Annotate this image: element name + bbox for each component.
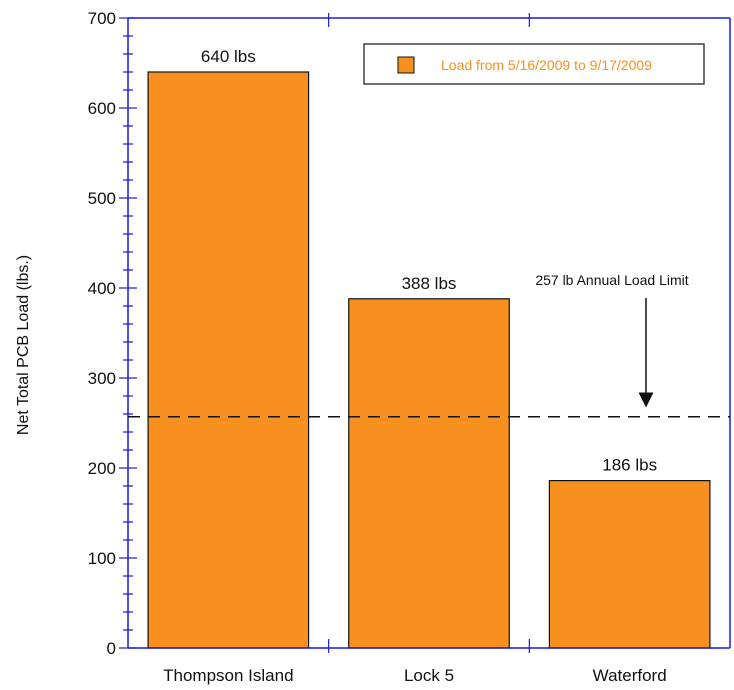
annual-load-limit-label: 257 lb Annual Load Limit bbox=[535, 272, 688, 288]
bar-data-label: 388 lbs bbox=[402, 274, 457, 293]
bars-layer: 640 lbs Thompson Island 388 lbs Lock 5 186 l… bbox=[147, 47, 711, 685]
axes-layer: 0 100 200 300 400 500 600 700 bbox=[88, 9, 731, 658]
bar-waterford bbox=[548, 480, 711, 649]
y-tick-label: 0 bbox=[107, 639, 116, 658]
y-tick-label: 200 bbox=[88, 459, 116, 478]
y-tick-label: 600 bbox=[88, 99, 116, 118]
y-tick-label: 400 bbox=[88, 279, 116, 298]
y-tick-label: 300 bbox=[88, 369, 116, 388]
y-tick-label: 700 bbox=[88, 9, 116, 28]
bar-thompson-island bbox=[147, 71, 310, 649]
x-category-label: Thompson Island bbox=[163, 666, 293, 685]
legend-box bbox=[363, 43, 705, 85]
x-category-label: Waterford bbox=[593, 666, 667, 685]
legend: Load from 5/16/2009 to 9/17/2009 bbox=[363, 43, 705, 85]
bar-data-label: 640 lbs bbox=[201, 47, 256, 66]
bar-data-label: 186 lbs bbox=[602, 456, 657, 475]
reference-line-layer: 257 lb Annual Load Limit bbox=[128, 272, 730, 418]
legend-swatch bbox=[397, 56, 415, 74]
y-tick-label: 100 bbox=[88, 549, 116, 568]
x-category-label: Lock 5 bbox=[404, 666, 454, 685]
bar-lock-5 bbox=[348, 298, 510, 649]
y-tick-label: 500 bbox=[88, 189, 116, 208]
y-axis-label: Net Total PCB Load (lbs.) bbox=[15, 255, 32, 435]
legend-label: Load from 5/16/2009 to 9/17/2009 bbox=[441, 57, 652, 73]
